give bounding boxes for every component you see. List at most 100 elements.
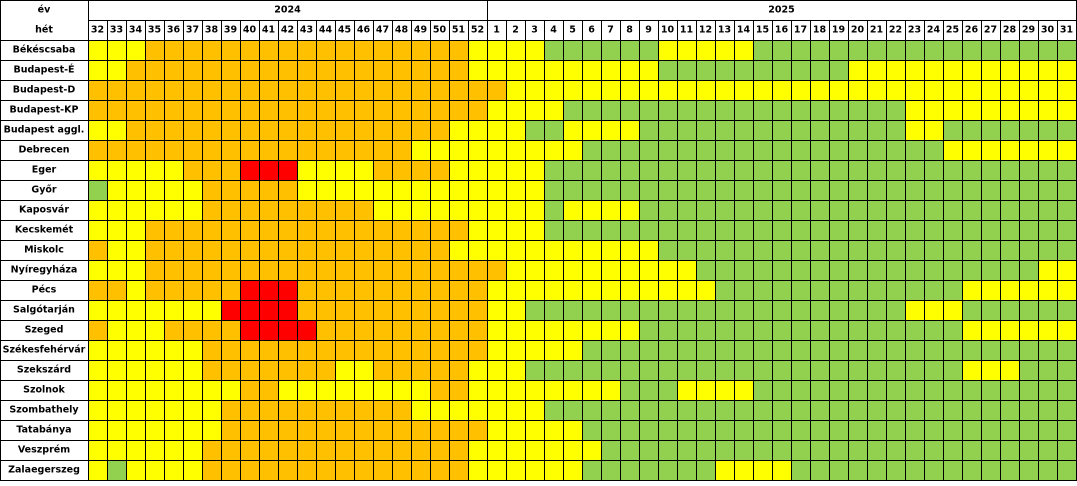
level-cell — [601, 320, 621, 341]
level-cell — [392, 460, 412, 481]
level-cell — [563, 320, 583, 341]
level-cell — [1057, 440, 1077, 461]
level-cell — [164, 60, 184, 81]
level-cell — [354, 160, 374, 181]
level-cell — [677, 380, 697, 401]
level-cell — [202, 60, 222, 81]
level-cell — [677, 420, 697, 441]
level-cell — [829, 80, 849, 101]
level-cell — [867, 280, 887, 301]
level-cell — [316, 360, 336, 381]
level-cell — [1038, 300, 1058, 321]
level-cell — [962, 180, 982, 201]
level-cell — [620, 160, 640, 181]
level-cell — [639, 260, 659, 281]
level-cell — [468, 260, 488, 281]
level-cell — [810, 60, 830, 81]
level-cell — [772, 280, 792, 301]
level-cell — [905, 240, 925, 261]
level-cell — [734, 280, 754, 301]
level-cell — [164, 320, 184, 341]
level-cell — [297, 180, 317, 201]
level-cell — [145, 120, 165, 141]
level-cell — [658, 400, 678, 421]
level-cell — [392, 340, 412, 361]
level-cell — [867, 140, 887, 161]
level-cell — [601, 280, 621, 301]
level-cell — [696, 160, 716, 181]
level-cell — [867, 80, 887, 101]
level-cell — [278, 420, 298, 441]
level-cell — [164, 300, 184, 321]
row-label: Szombathely — [9, 405, 79, 416]
level-cell — [1057, 460, 1077, 481]
level-cell — [734, 60, 754, 81]
level-cell — [620, 440, 640, 461]
level-cell — [354, 240, 374, 261]
level-cell — [221, 340, 241, 361]
level-cell — [563, 160, 583, 181]
level-cell — [259, 160, 279, 181]
level-cell — [316, 220, 336, 241]
level-cell — [1000, 420, 1020, 441]
level-cell — [506, 300, 526, 321]
level-cell — [943, 40, 963, 61]
level-cell — [297, 400, 317, 421]
level-cell — [240, 100, 260, 121]
level-cell — [221, 380, 241, 401]
level-cell — [1038, 80, 1058, 101]
level-cell — [221, 220, 241, 241]
level-cell — [392, 160, 412, 181]
level-cell — [202, 320, 222, 341]
level-cell — [354, 100, 374, 121]
level-cell — [905, 80, 925, 101]
level-cell — [316, 180, 336, 201]
level-cell — [962, 60, 982, 81]
week: 31 — [1060, 25, 1073, 36]
level-cell — [506, 360, 526, 381]
level-cell — [981, 320, 1001, 341]
week: 46 — [357, 25, 371, 36]
level-cell — [753, 140, 773, 161]
level-cell — [886, 200, 906, 221]
row-label: Kaposvár — [19, 205, 69, 216]
level-cell — [981, 100, 1001, 121]
level-cell — [183, 140, 203, 161]
level-cell — [126, 400, 146, 421]
level-cell — [620, 280, 640, 301]
level-cell — [316, 140, 336, 161]
level-cell — [658, 300, 678, 321]
level-cell — [335, 160, 355, 181]
level-cell — [601, 220, 621, 241]
level-cell — [392, 260, 412, 281]
level-cell — [1019, 100, 1039, 121]
level-cell — [696, 460, 716, 481]
level-cell — [88, 40, 108, 61]
level-cell — [829, 180, 849, 201]
level-cell — [1000, 340, 1020, 361]
level-cell — [791, 260, 811, 281]
level-cell — [810, 180, 830, 201]
level-cell — [715, 400, 735, 421]
level-cell — [943, 60, 963, 81]
level-cell — [107, 320, 127, 341]
level-cell — [411, 380, 431, 401]
week: 28 — [1003, 25, 1017, 36]
level-cell — [962, 380, 982, 401]
level-cell — [259, 100, 279, 121]
level-cell — [297, 160, 317, 181]
level-cell — [981, 220, 1001, 241]
level-cell — [278, 180, 298, 201]
level-cell — [753, 300, 773, 321]
level-cell — [582, 240, 602, 261]
level-cell — [544, 380, 564, 401]
level-cell — [924, 160, 944, 181]
level-cell — [734, 40, 754, 61]
level-cell — [525, 100, 545, 121]
level-cell — [430, 100, 450, 121]
level-cell — [468, 200, 488, 221]
level-cell — [297, 420, 317, 441]
level-cell — [392, 380, 412, 401]
level-cell — [905, 380, 925, 401]
level-cell — [525, 460, 545, 481]
